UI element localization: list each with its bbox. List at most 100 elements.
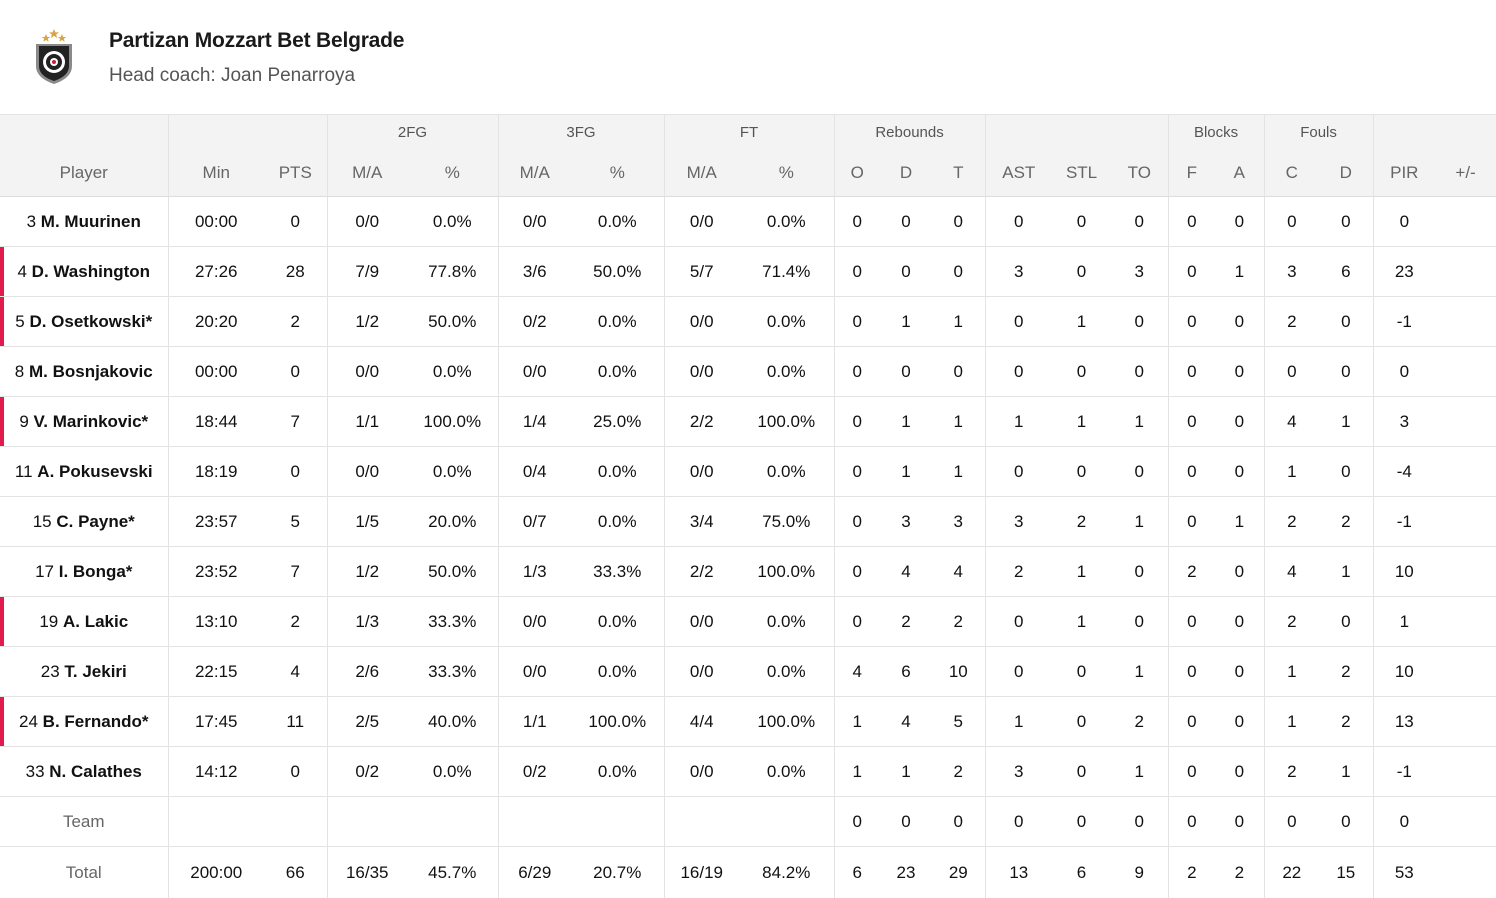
column-header-12[interactable]: AST <box>985 150 1052 197</box>
group-fouls: Fouls <box>1264 115 1373 150</box>
player-cell[interactable]: 3 M. Muurinen <box>0 197 168 247</box>
player-name[interactable]: B. Fernando* <box>43 712 149 731</box>
player-name[interactable]: M. Bosnjakovic <box>29 362 153 381</box>
player-name[interactable]: C. Payne* <box>56 512 134 531</box>
stat-d-cell: 6 <box>1319 247 1373 297</box>
player-name[interactable]: M. Muurinen <box>41 212 141 231</box>
stat-a-cell: 0 <box>1215 197 1264 247</box>
column-header-18[interactable]: D <box>1319 150 1373 197</box>
stat-min-cell: 18:19 <box>168 447 264 497</box>
stat-t-cell: 2 <box>932 747 985 797</box>
player-name[interactable]: A. Pokusevski <box>37 462 152 481</box>
stat-pts-cell: 5 <box>264 497 327 547</box>
stat--cell <box>1435 297 1496 347</box>
stat-min-cell: 22:15 <box>168 647 264 697</box>
player-number: 4 <box>17 262 26 281</box>
player-name[interactable]: T. Jekiri <box>64 662 126 681</box>
column-header-20[interactable]: +/- <box>1435 150 1496 197</box>
stat--cell: 0.0% <box>407 197 498 247</box>
player-cell[interactable]: 33 N. Calathes <box>0 747 168 797</box>
player-cell[interactable]: 19 A. Lakic <box>0 597 168 647</box>
column-header-1[interactable]: Min <box>168 150 264 197</box>
column-header-7[interactable]: M/A <box>664 150 739 197</box>
column-header-13[interactable]: STL <box>1052 150 1111 197</box>
stat-d-cell: 2 <box>880 597 932 647</box>
player-cell[interactable]: 17 I. Bonga* <box>0 547 168 597</box>
stat-m-a-cell: 0/2 <box>327 747 407 797</box>
column-header-17[interactable]: C <box>1264 150 1319 197</box>
stat-ast-cell: 0 <box>985 347 1052 397</box>
stat--cell <box>1435 797 1496 847</box>
group-3fg: 3FG <box>498 115 664 150</box>
column-header-8[interactable]: % <box>739 150 834 197</box>
stat-a-cell: 2 <box>1215 847 1264 898</box>
column-header-10[interactable]: D <box>880 150 932 197</box>
stat-d-cell: 3 <box>880 497 932 547</box>
stat-m-a-cell: 0/0 <box>664 297 739 347</box>
stat-a-cell: 1 <box>1215 247 1264 297</box>
column-header-15[interactable]: F <box>1168 150 1215 197</box>
stat--cell: 0.0% <box>407 447 498 497</box>
player-cell[interactable]: 5 D. Osetkowski* <box>0 297 168 347</box>
stat--cell <box>1435 447 1496 497</box>
column-header-16[interactable]: A <box>1215 150 1264 197</box>
player-number: 17 <box>35 562 54 581</box>
column-header-2[interactable]: PTS <box>264 150 327 197</box>
player-name[interactable]: I. Bonga* <box>59 562 133 581</box>
player-cell[interactable]: 24 B. Fernando* <box>0 697 168 747</box>
player-name[interactable]: D. Washington <box>32 262 150 281</box>
player-cell[interactable]: 15 C. Payne* <box>0 497 168 547</box>
player-name[interactable]: D. Osetkowski* <box>29 312 152 331</box>
column-header-19[interactable]: PIR <box>1373 150 1435 197</box>
stat-pts-cell: 7 <box>264 397 327 447</box>
stat-t-cell: 4 <box>932 547 985 597</box>
column-header-5[interactable]: M/A <box>498 150 571 197</box>
stat-pts-cell <box>264 797 327 847</box>
column-header-11[interactable]: T <box>932 150 985 197</box>
player-number: 3 <box>27 212 36 231</box>
stat-ast-cell: 3 <box>985 747 1052 797</box>
column-header-9[interactable]: O <box>834 150 880 197</box>
stat-d-cell: 1 <box>880 297 932 347</box>
stat-d-cell: 15 <box>1319 847 1373 898</box>
stat-m-a-cell: 5/7 <box>664 247 739 297</box>
player-name[interactable]: N. Calathes <box>49 762 142 781</box>
column-header-14[interactable]: TO <box>1111 150 1168 197</box>
stat-c-cell: 1 <box>1264 447 1319 497</box>
column-header-3[interactable]: M/A <box>327 150 407 197</box>
player-name[interactable]: V. Marinkovic* <box>34 412 149 431</box>
player-cell[interactable]: 23 T. Jekiri <box>0 647 168 697</box>
column-header-0[interactable]: Player <box>0 150 168 197</box>
player-name[interactable]: A. Lakic <box>63 612 128 631</box>
stat-pir-cell: 0 <box>1373 197 1435 247</box>
player-cell[interactable]: 11 A. Pokusevski <box>0 447 168 497</box>
stat-m-a-cell: 0/0 <box>327 197 407 247</box>
stat--cell <box>1435 397 1496 447</box>
player-cell[interactable]: 4 D. Washington <box>0 247 168 297</box>
column-header-4[interactable]: % <box>407 150 498 197</box>
stat--cell: 0.0% <box>571 447 664 497</box>
stat-stl-cell: 0 <box>1052 697 1111 747</box>
stat-c-cell: 1 <box>1264 647 1319 697</box>
player-cell[interactable]: 8 M. Bosnjakovic <box>0 347 168 397</box>
stat-to-cell: 3 <box>1111 247 1168 297</box>
stat-f-cell: 0 <box>1168 797 1215 847</box>
player-cell[interactable]: 9 V. Marinkovic* <box>0 397 168 447</box>
stat-d-cell: 0 <box>880 797 932 847</box>
stat-min-cell: 18:44 <box>168 397 264 447</box>
stat-a-cell: 0 <box>1215 647 1264 697</box>
column-header-6[interactable]: % <box>571 150 664 197</box>
